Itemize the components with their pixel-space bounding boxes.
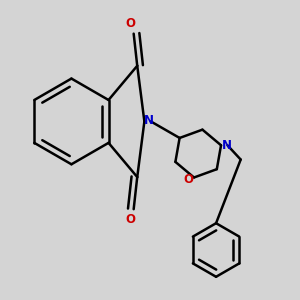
Text: O: O [125,17,135,30]
Text: N: N [222,139,232,152]
Text: O: O [125,213,135,226]
Text: N: N [144,114,154,127]
Text: O: O [183,173,193,186]
